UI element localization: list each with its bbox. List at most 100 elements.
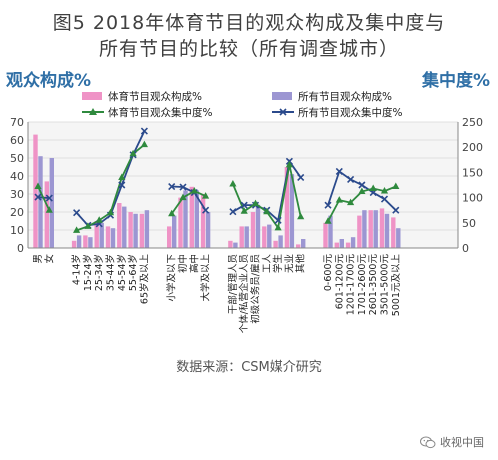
bar-all-composition: [244, 226, 249, 248]
bar-sports-composition: [128, 212, 133, 248]
bar-sports-composition: [368, 210, 373, 248]
bar-all-composition: [110, 228, 116, 248]
y-right-tick-label: 200: [462, 141, 483, 154]
line-sports-concentration: [37, 186, 51, 211]
bar-sports-composition: [83, 235, 88, 248]
bar-all-composition: [339, 239, 344, 248]
bar-sports-composition: [250, 212, 256, 248]
point-sports-concentration: [34, 182, 42, 190]
point-all-concentration: [73, 209, 81, 217]
line-sports-concentration: [170, 190, 206, 215]
legend: 体育节目观众构成% 所有节目观众构成% 体育节目观众集中度% 所有节目观众集中度%: [82, 90, 402, 119]
y-right-tick-label: 50: [462, 217, 476, 230]
watermark: 收视中国: [420, 434, 484, 450]
x-tick-label: 15-24岁: [82, 254, 94, 291]
bar-all-composition: [255, 204, 261, 248]
x-tick-label: 初中: [177, 254, 189, 273]
bar-series: [33, 134, 401, 248]
bar-sports-composition: [117, 203, 122, 248]
chart-title: 图5 2018年体育节目的观众构成及集中度与: [52, 12, 446, 34]
bar-all-composition: [49, 158, 54, 248]
point-all-concentration: [324, 201, 332, 209]
watermark-text: 收视中国: [440, 436, 484, 449]
x-tick-label: 1701-2600元: [357, 254, 368, 316]
point-sports-concentration: [369, 184, 377, 192]
x-tick-label: 35-44岁: [105, 254, 117, 291]
x-tick-label: 个体/私营企业人员: [238, 254, 250, 333]
point-sports-concentration: [251, 199, 260, 207]
x-tick-label: 大学及以上: [200, 254, 212, 302]
x-tick-label: 3501-5000元: [380, 254, 391, 316]
point-sports-concentration: [240, 207, 248, 214]
bar-all-composition: [183, 190, 188, 248]
bar-all-composition: [172, 215, 177, 248]
bar-all-composition: [267, 224, 272, 248]
bar-all-composition: [38, 156, 43, 248]
bar-sports-composition: [323, 222, 328, 248]
point-all-concentration: [392, 206, 400, 214]
point-sports-concentration: [358, 187, 366, 195]
bar-all-composition: [205, 212, 211, 248]
bar-all-composition: [328, 215, 333, 248]
legend-marker: [89, 108, 97, 115]
x-tick-labels: 男女 4-14岁 15-24岁 25-34岁 35-44岁 45-54岁 55-64岁 65岁…: [33, 254, 402, 334]
legend-label: 体育节目观众构成%: [108, 90, 202, 103]
point-all-concentration: [274, 216, 282, 224]
point-all-concentration: [229, 208, 237, 216]
bar-sports-composition: [44, 181, 49, 248]
point-sports-concentration: [229, 179, 237, 187]
y-left-tick-label: 10: [10, 224, 24, 237]
point-sports-concentration: [335, 196, 343, 203]
bar-all-composition: [362, 210, 367, 248]
point-sports-concentration: [84, 222, 92, 229]
bar-all-composition: [384, 213, 390, 248]
x-tick-label: 601-1200元: [334, 254, 345, 310]
bar-all-composition: [350, 237, 356, 248]
bar-sports-composition: [71, 240, 77, 248]
line-series: [34, 127, 400, 233]
y-left-tick-label: 60: [10, 134, 24, 147]
bar-sports-composition: [284, 167, 290, 248]
bar-all-composition: [99, 222, 104, 248]
point-all-concentration: [168, 182, 176, 191]
bar-all-composition: [144, 210, 150, 248]
bar-all-composition: [301, 239, 306, 248]
point-sports-concentration: [129, 149, 137, 157]
bar-all-composition: [396, 228, 401, 248]
bar-sports-composition: [189, 186, 194, 248]
x-tick-label: 25-34岁: [93, 254, 105, 291]
point-sports-concentration: [392, 182, 400, 190]
point-sports-concentration: [324, 217, 332, 224]
point-sports-concentration: [45, 206, 53, 213]
bar-sports-composition: [357, 215, 362, 248]
y-right-axis-title: 集中度%: [421, 70, 490, 91]
source-note: 数据来源：CSM媒介研究: [176, 360, 322, 375]
legend-marker: [279, 108, 287, 116]
x-tick-label: 55-64岁: [127, 254, 139, 291]
bar-sports-composition: [167, 226, 172, 248]
x-tick-label: 女: [43, 254, 55, 264]
point-sports-concentration: [202, 192, 210, 199]
chart-subtitle: 所有节目的比较（所有调查城市）: [98, 38, 399, 60]
y-right-tick-label: 250: [462, 116, 483, 129]
x-tick-label: 无业: [284, 254, 295, 273]
point-all-concentration: [202, 206, 210, 214]
y-left-tick-label: 50: [10, 152, 24, 165]
bar-sports-composition: [105, 226, 111, 248]
chart-title-block: 图5 2018年体育节目的观众构成及集中度与 所有节目的比较（所有调查城市）: [0, 10, 498, 62]
line-all-concentration: [171, 185, 207, 211]
x-tick-label: 高中: [188, 254, 200, 273]
bar-all-composition: [122, 206, 127, 248]
bar-sports-composition: [228, 240, 233, 248]
point-sports-concentration: [73, 226, 81, 233]
point-sports-concentration: [168, 209, 176, 217]
x-tick-label: 45-54岁: [116, 254, 128, 291]
x-tick-label: 男: [33, 254, 44, 264]
point-sports-concentration: [347, 198, 355, 206]
bar-sports-composition: [139, 213, 145, 248]
point-all-concentration: [347, 175, 355, 184]
y-left-tick-label: 30: [10, 188, 24, 201]
bar-sports-composition: [178, 197, 183, 248]
x-tick-label: 65岁及以上: [138, 254, 150, 305]
x-tick-label: 干部/管理人员: [227, 254, 239, 314]
